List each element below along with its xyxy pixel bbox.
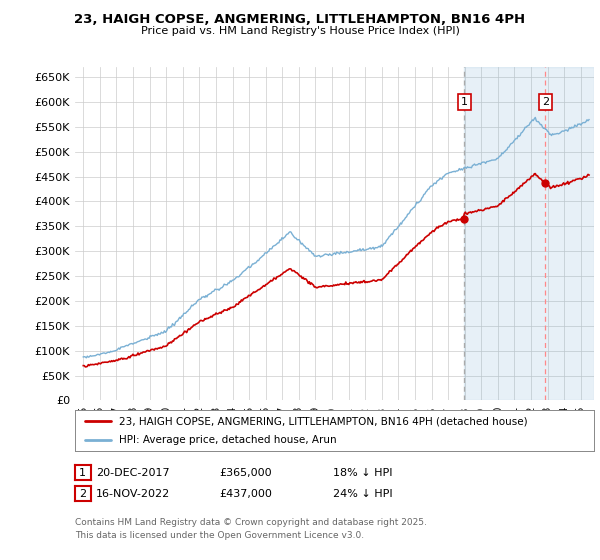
- Bar: [464, 67, 594, 400]
- Text: 18% ↓ HPI: 18% ↓ HPI: [333, 468, 392, 478]
- Text: 23, HAIGH COPSE, ANGMERING, LITTLEHAMPTON, BN16 4PH (detached house): 23, HAIGH COPSE, ANGMERING, LITTLEHAMPTO…: [119, 417, 528, 426]
- Text: £437,000: £437,000: [219, 489, 272, 499]
- Text: 1: 1: [461, 97, 467, 107]
- Text: 2: 2: [79, 489, 86, 498]
- Text: 16-NOV-2022: 16-NOV-2022: [96, 489, 170, 499]
- Text: Contains HM Land Registry data © Crown copyright and database right 2025.
This d: Contains HM Land Registry data © Crown c…: [75, 519, 427, 540]
- Text: £365,000: £365,000: [219, 468, 272, 478]
- Text: 2: 2: [542, 97, 549, 107]
- Text: 1: 1: [79, 468, 86, 478]
- Text: Price paid vs. HM Land Registry's House Price Index (HPI): Price paid vs. HM Land Registry's House …: [140, 26, 460, 36]
- Text: HPI: Average price, detached house, Arun: HPI: Average price, detached house, Arun: [119, 435, 337, 445]
- Text: 23, HAIGH COPSE, ANGMERING, LITTLEHAMPTON, BN16 4PH: 23, HAIGH COPSE, ANGMERING, LITTLEHAMPTO…: [74, 12, 526, 26]
- Text: 24% ↓ HPI: 24% ↓ HPI: [333, 489, 392, 499]
- Text: 20-DEC-2017: 20-DEC-2017: [96, 468, 170, 478]
